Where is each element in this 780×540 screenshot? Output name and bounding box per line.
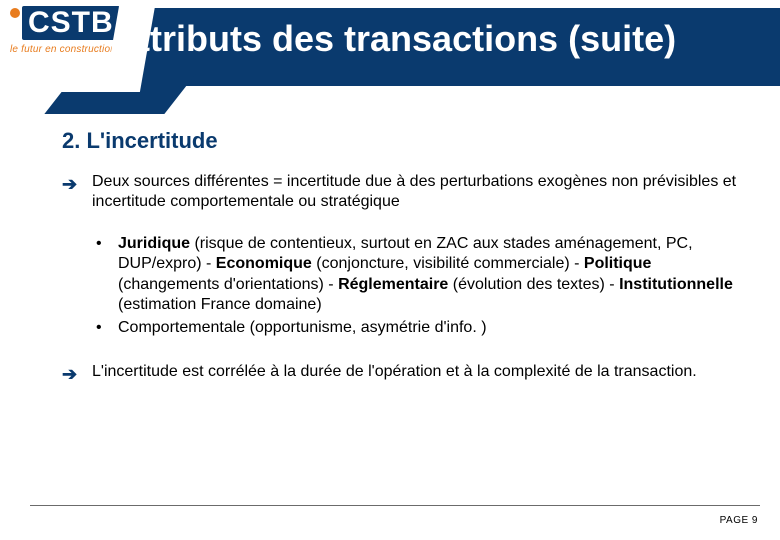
txt: (conjoncture, visibilité commerciale) - xyxy=(312,255,584,272)
logo: CSTB le futur en construction xyxy=(0,0,130,92)
conclusion-text: L'incertitude est corrélée à la durée de… xyxy=(92,363,697,380)
arrow-icon: ➔ xyxy=(62,363,77,386)
logo-tagline: le futur en construction xyxy=(10,44,122,55)
slide-title: ttributs des transactions (suite) xyxy=(138,18,676,60)
content-area: 2. L'incertitude ➔ Deux sources différen… xyxy=(62,128,750,404)
title-text: ttributs des transactions (suite) xyxy=(138,18,676,59)
txt: (estimation France domaine) xyxy=(118,296,322,313)
conclusion-point: ➔ L'incertitude est corrélée à la durée … xyxy=(62,362,750,382)
term-juridique: Juridique xyxy=(118,235,190,252)
list-item: Juridique (risque de contentieux, surtou… xyxy=(92,234,750,316)
intro-text: Deux sources différentes = incertitude d… xyxy=(92,173,736,210)
list-item: Comportementale (opportunisme, asymétrie… xyxy=(92,318,750,338)
term-institutionnelle: Institutionnelle xyxy=(619,276,733,293)
intro-point: ➔ Deux sources différentes = incertitude… xyxy=(62,172,750,212)
term-reglementaire: Réglementaire xyxy=(338,276,448,293)
term-politique: Politique xyxy=(584,255,652,272)
footer-divider xyxy=(30,505,760,506)
txt: (évolution des textes) - xyxy=(448,276,619,293)
logo-brand: CSTB xyxy=(22,6,120,40)
logo-row: CSTB xyxy=(10,6,122,40)
bullet-list: Juridique (risque de contentieux, surtou… xyxy=(62,234,750,338)
page-number: PAGE 9 xyxy=(720,515,758,526)
bullet2-text: Comportementale (opportunisme, asymétrie… xyxy=(118,319,487,336)
logo-dot-icon xyxy=(10,8,20,18)
txt: (changements d'orientations) - xyxy=(118,276,338,293)
arrow-icon: ➔ xyxy=(62,173,77,196)
term-economique: Economique xyxy=(216,255,312,272)
section-heading: 2. L'incertitude xyxy=(62,128,750,154)
